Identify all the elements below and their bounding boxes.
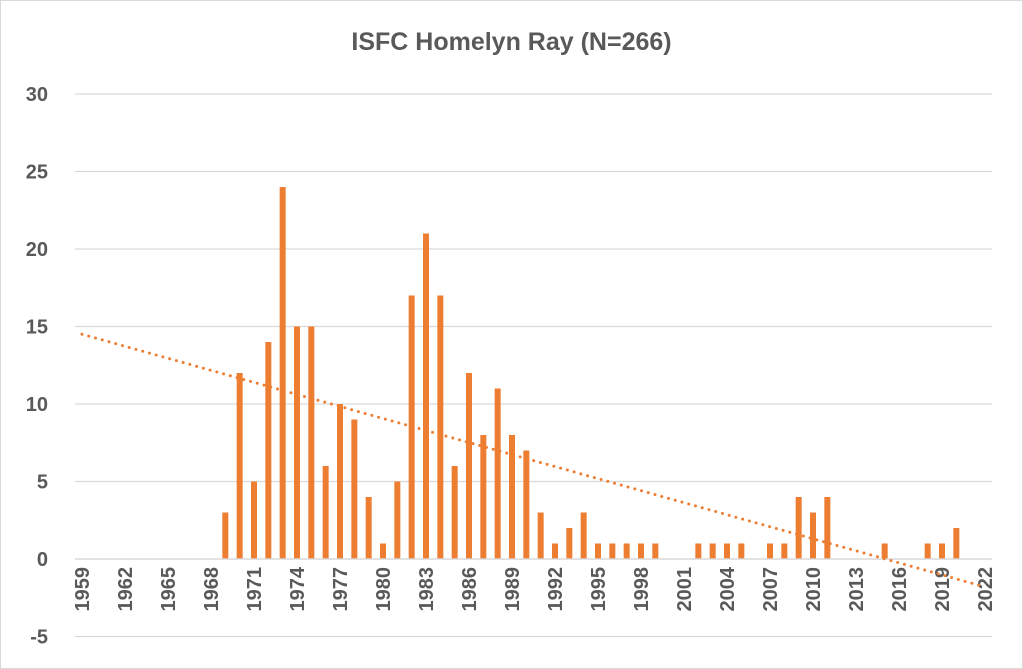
bar [767, 543, 773, 559]
bar [294, 326, 300, 559]
bar [795, 497, 802, 559]
bar [924, 543, 931, 559]
bar [523, 450, 530, 559]
x-tick-label: 2016 [889, 567, 911, 612]
bar [652, 543, 659, 559]
bar [251, 481, 257, 559]
y-tick-label: 30 [26, 84, 48, 106]
bar [236, 373, 243, 559]
bar [810, 512, 816, 559]
x-tick-label: 2022 [975, 567, 997, 612]
x-tick-label: 1971 [244, 567, 266, 612]
x-tick-label: 1998 [631, 567, 653, 612]
bar [494, 388, 501, 559]
x-tick-label: 1968 [201, 567, 223, 612]
chart-title: ISFC Homelyn Ray (N=266) [351, 28, 672, 56]
bar [423, 233, 429, 559]
x-tick-label: 1980 [373, 567, 395, 612]
bar [552, 543, 558, 559]
bar [222, 512, 229, 559]
x-tick-label: 1986 [459, 567, 481, 612]
y-tick-label: -5 [30, 627, 48, 649]
bar [623, 543, 630, 559]
bar [738, 543, 745, 559]
x-tick-label: 1977 [330, 567, 352, 612]
bar [939, 543, 945, 559]
x-tick-label: 1962 [115, 567, 137, 612]
bar [724, 543, 730, 559]
x-tick-label: 2007 [760, 567, 782, 612]
bar [466, 373, 472, 559]
bar [580, 512, 587, 559]
bar [451, 466, 458, 559]
x-tick-label: 1983 [416, 567, 438, 612]
bar [265, 342, 272, 559]
bar [609, 543, 616, 559]
bar [480, 435, 487, 559]
bar [337, 404, 343, 559]
y-tick-label: 5 [37, 472, 48, 494]
x-tick-label: 1974 [287, 566, 309, 611]
trendline [80, 332, 987, 589]
bar [537, 512, 544, 559]
x-tick-label: 1959 [72, 567, 94, 612]
y-tick-label: 20 [26, 239, 48, 261]
x-tick-label: 1992 [545, 567, 567, 612]
x-tick-label: 1965 [158, 567, 180, 612]
x-tick-label: 2004 [717, 566, 739, 611]
bar [709, 543, 716, 559]
bar [351, 419, 358, 559]
x-tick-label: 2013 [846, 567, 868, 612]
y-tick-label: 10 [26, 394, 48, 416]
bar [437, 295, 444, 559]
bar [953, 528, 960, 559]
bar [695, 543, 702, 559]
x-tick-label: 2010 [803, 567, 825, 612]
bar [566, 528, 573, 559]
x-tick-label: 2019 [932, 567, 954, 612]
x-tick-label: 1989 [502, 567, 524, 612]
bar [595, 543, 601, 559]
bar [279, 187, 286, 559]
y-tick-label: 25 [26, 162, 48, 184]
y-tick-label: 0 [37, 549, 48, 571]
bar [638, 543, 644, 559]
bar [308, 326, 315, 559]
bar [881, 543, 888, 559]
y-tick-label: 15 [26, 317, 48, 339]
bar [380, 543, 386, 559]
bar [781, 543, 788, 559]
bar [322, 466, 329, 559]
bar [365, 497, 372, 559]
bar [509, 435, 515, 559]
bar [394, 481, 401, 559]
x-tick-label: 2001 [674, 567, 696, 612]
bar [824, 497, 831, 559]
x-tick-label: 1995 [588, 567, 610, 612]
